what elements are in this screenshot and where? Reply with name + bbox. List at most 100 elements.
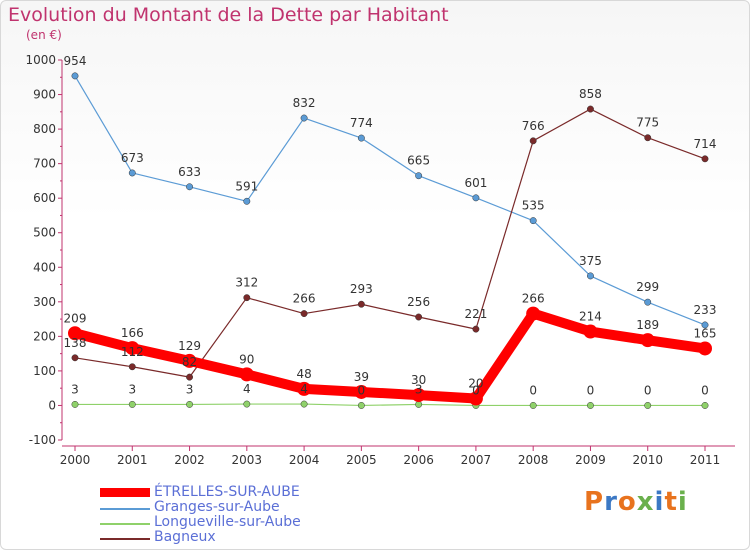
logo-letter: r: [604, 487, 618, 517]
data-point: [468, 391, 483, 406]
data-label: 3: [415, 382, 423, 396]
logo-letter: i: [677, 487, 688, 517]
data-point: [186, 400, 193, 408]
data-label: 766: [522, 119, 545, 133]
data-point: [128, 169, 136, 177]
data-label: 129: [178, 339, 201, 353]
series-layer: [68, 72, 712, 409]
x-tick-label: 2009: [575, 453, 606, 467]
data-label: 775: [636, 116, 659, 130]
legend-label: Longueville-sur-Aube: [154, 514, 301, 530]
data-label: 312: [235, 276, 258, 290]
legend-label: Granges-sur-Aube: [154, 499, 280, 515]
data-point: [186, 373, 193, 381]
x-tick-label: 2006: [403, 453, 434, 467]
data-label: 90: [239, 352, 254, 366]
line-chart: -100010020030040050060070080090010002000…: [25, 53, 735, 467]
data-label: 774: [350, 116, 373, 130]
y-tick-label: 0: [48, 398, 56, 412]
data-point: [698, 341, 712, 356]
data-label: 48: [296, 367, 311, 381]
data-point: [71, 400, 79, 408]
data-point: [243, 400, 251, 408]
x-tick-label: 2004: [289, 453, 320, 467]
data-point: [644, 298, 652, 306]
data-label: 0: [701, 383, 709, 397]
data-label: 266: [293, 292, 316, 306]
data-label: 221: [464, 307, 487, 321]
data-label: 233: [694, 303, 717, 317]
data-point: [644, 402, 652, 409]
legend-label: ÉTRELLES-SUR-AUBE: [154, 484, 300, 500]
data-label: 39: [354, 370, 369, 384]
y-tick-label: 200: [33, 329, 56, 343]
logo-letter: P: [584, 487, 605, 517]
data-label: 0: [587, 383, 595, 397]
data-label: 0: [358, 383, 366, 397]
data-label: 0: [529, 383, 537, 397]
data-point: [71, 354, 79, 362]
unit-label: (en €): [26, 28, 62, 42]
data-point: [300, 310, 308, 318]
x-tick-label: 2008: [518, 453, 549, 467]
series-line-3: [74, 108, 706, 378]
data-point: [640, 333, 655, 348]
logo-letter: t: [664, 487, 678, 517]
x-tick-label: 2003: [232, 453, 263, 467]
data-label: 82: [182, 355, 197, 369]
data-point: [354, 384, 369, 399]
data-point: [701, 321, 709, 329]
data-point: [587, 272, 594, 280]
x-tick-label: 2001: [117, 453, 148, 467]
x-tick-label: 2005: [346, 453, 377, 467]
data-label: 633: [178, 165, 201, 179]
data-point: [243, 294, 251, 302]
data-point: [472, 325, 480, 333]
y-tick-label: 800: [33, 122, 56, 136]
data-point: [587, 402, 594, 409]
y-tick-label: 500: [33, 226, 56, 240]
data-point: [583, 324, 598, 339]
data-label: 4: [300, 382, 308, 396]
data-label: 138: [64, 336, 87, 350]
data-point: [701, 402, 709, 409]
data-label: 266: [522, 292, 545, 306]
series-line-2: [74, 403, 706, 407]
data-point: [300, 400, 308, 408]
data-label: 293: [350, 282, 373, 296]
data-label: 665: [407, 154, 430, 168]
data-point: [529, 137, 537, 145]
data-point: [182, 353, 197, 368]
data-labels: 954 673 633 591 832 774 665 601 535 375 299 233 138 1…: [64, 54, 717, 398]
data-point: [357, 300, 365, 308]
data-label: 954: [64, 54, 87, 68]
data-label: 0: [644, 383, 652, 397]
axes: -100010020030040050060070080090010002000…: [25, 53, 735, 467]
data-label: 591: [235, 179, 258, 193]
data-label: 189: [636, 318, 659, 332]
data-label: 112: [121, 345, 144, 359]
y-tick-label: 600: [33, 191, 56, 205]
series-line-1: [74, 75, 706, 326]
data-point: [357, 134, 365, 142]
x-tick-label: 2011: [690, 453, 721, 467]
data-point: [357, 402, 365, 409]
data-point: [300, 114, 308, 122]
data-label: 673: [121, 151, 144, 165]
data-label: 858: [579, 87, 602, 101]
data-label: 20: [468, 377, 483, 391]
data-point: [125, 341, 140, 356]
data-point: [415, 400, 423, 408]
data-label: 535: [522, 199, 545, 213]
data-label: 30: [411, 373, 426, 387]
y-tick-label: 1000: [25, 53, 56, 67]
data-label: 209: [64, 311, 87, 325]
logo-letter: x: [636, 487, 655, 517]
legend-swatch: [100, 538, 150, 540]
y-tick-label: 400: [33, 260, 56, 274]
data-point: [128, 363, 136, 371]
data-label: 165: [694, 326, 717, 340]
data-label: 256: [407, 295, 430, 309]
x-tick-label: 2010: [632, 453, 663, 467]
